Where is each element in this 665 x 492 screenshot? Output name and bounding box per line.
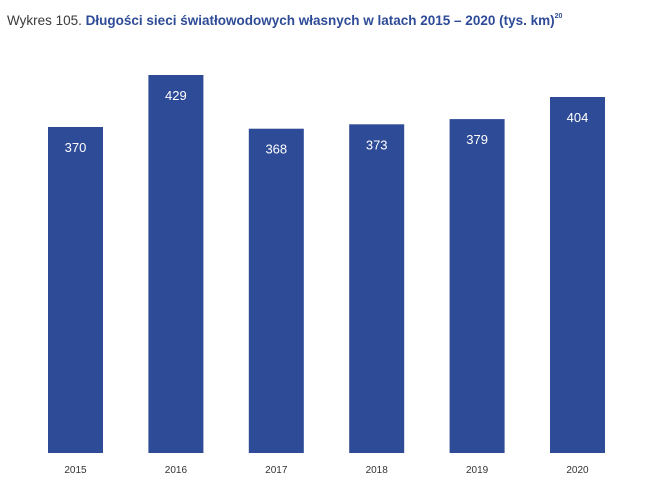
bar-value-label-2018: 373 xyxy=(366,137,388,152)
bar-value-label-2015: 370 xyxy=(65,140,87,155)
chart-title-prefix: Wykres 105. xyxy=(7,13,82,28)
bar-value-label-2016: 429 xyxy=(165,88,187,103)
x-tick-label-2017: 2017 xyxy=(265,465,288,476)
bar-value-label-2017: 368 xyxy=(265,142,287,157)
x-tick-label-2019: 2019 xyxy=(466,465,489,476)
bars-group xyxy=(48,75,605,454)
bar-2020 xyxy=(550,97,605,453)
bar-2016 xyxy=(148,75,204,453)
bar-2015 xyxy=(48,127,103,453)
chart-title-main: Długości sieci światłowodowych własnych … xyxy=(85,13,555,28)
chart-title: Wykres 105. Długości sieci światłowodowy… xyxy=(7,13,562,28)
bar-value-label-2019: 379 xyxy=(466,132,488,147)
x-tick-label-2016: 2016 xyxy=(165,465,188,476)
x-axis-labels-group: 2015 2016 2017 2018 2019 2020 xyxy=(64,465,589,476)
bar-2018 xyxy=(349,124,405,454)
bar-2019 xyxy=(449,119,505,453)
x-tick-label-2015: 2015 xyxy=(64,465,87,476)
value-labels-group: 370 429 368 373 379 404 xyxy=(65,88,589,157)
bar-2017 xyxy=(248,128,304,453)
x-tick-label-2020: 2020 xyxy=(566,465,589,476)
bar-value-label-2020: 404 xyxy=(567,110,589,125)
chart-title-footnote: 20 xyxy=(554,13,563,20)
x-tick-label-2018: 2018 xyxy=(366,465,389,476)
